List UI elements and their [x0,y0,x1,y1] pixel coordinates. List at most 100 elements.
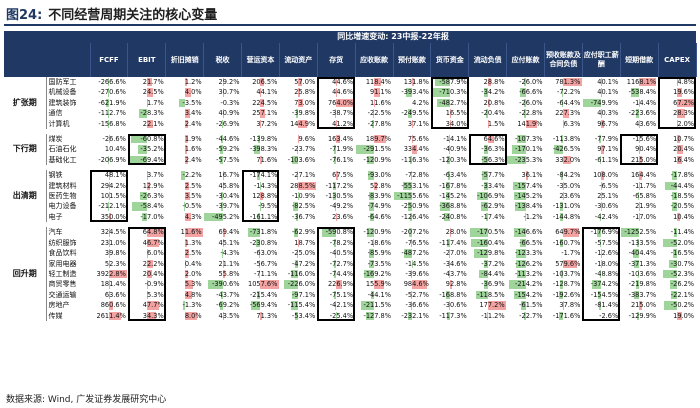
value-cell: 21.9% [620,201,658,211]
value-cell: 3.4% [166,108,204,118]
value-cell: 64.6% [469,134,507,144]
data-bar [184,238,187,248]
value-cell: 20.4% [128,269,166,279]
value-text: -129.9% [628,311,657,320]
industry-label: 机械设备 [46,87,90,98]
value-text: -1.2% [523,212,543,221]
data-bar [335,301,337,310]
data-bar [470,228,488,237]
data-bar [638,192,640,201]
value-cell: 324.5% [90,227,128,237]
data-bar [363,269,375,279]
value-text: 71.6% [256,155,278,164]
value-cell: -118.5% [469,290,507,300]
data-bar [333,181,337,191]
industry-label: 电力设备 [46,201,90,212]
value-cell: -120.3% [431,155,469,165]
value-text: -40.9% [443,145,467,154]
value-text: -82.5% [291,202,316,211]
data-bar [662,269,678,279]
data-bar [561,88,564,97]
value-text: -26.2% [670,280,695,289]
value-cell: -30.7% [658,259,696,269]
value-text: -120.9% [363,228,391,237]
value-text: 19.0% [673,311,695,320]
value-cell: 2.4% [166,155,204,165]
value-text: -113.8% [552,135,581,144]
value-cell: -374.2% [582,279,620,289]
value-cell: -53.4% [279,311,317,321]
value-cell: 45.1% [204,238,242,248]
value-cell: -1.3% [166,300,204,310]
value-cell: -553.1% [393,181,431,191]
value-cell: -71.1% [242,269,280,279]
value-cell: 96.7% [582,119,620,129]
data-bar [474,249,488,258]
value-cell: 231.0% [90,238,128,248]
value-text: -206.9% [98,155,126,164]
value-text: -97.1% [291,290,316,299]
value-cell: -117.3% [431,311,469,321]
value-cell: -33.4% [469,181,507,191]
value-cell: -40.5% [317,248,355,258]
value-cell: -22.5% [355,108,393,118]
value-cell: -16.5% [658,248,696,258]
value-text: -371.3% [628,259,657,268]
industry-label: 电子 [46,211,90,223]
value-text: -133.5% [628,238,657,247]
data-bar [479,269,488,279]
data-bar [633,249,640,258]
value-text: 47.7% [142,301,164,310]
value-text: 1.3% [184,238,202,247]
value-cell: 118.4% [355,77,393,87]
table-row: 回升期 汽车 324.5% 64.8% 11.6% 69.4% -731.8% -62.9% -… [4,227,696,321]
data-bar [563,192,564,201]
data-bar [563,259,577,268]
value-text: -393.4% [401,88,429,97]
value-text: -3.5% [182,98,202,107]
value-text: -12.6% [594,249,619,258]
value-cell: 4.3% [166,212,204,222]
data-bar [374,181,378,191]
value-text: 92.8% [445,280,467,289]
value-cell: -2.6% [582,311,620,321]
value-cell: -116.3% [393,155,431,165]
data-bar [411,301,412,310]
value-text: -57.5% [216,155,240,164]
data-bar [523,109,526,118]
value-text: 4.8% [677,78,695,86]
value-text: -26.0% [519,78,543,86]
value-text: -60.8% [140,135,164,144]
value-cell: 40.1% [582,87,620,97]
data-bar [559,238,564,248]
data-bar [298,119,308,129]
value-text: -81.4% [594,301,619,310]
data-bar [368,171,375,180]
data-bar [523,78,526,87]
data-bar [639,145,641,154]
data-bar [393,192,412,201]
data-bar [298,88,300,97]
data-bar [563,155,572,165]
data-bar [404,249,412,258]
value-text: 43.5% [218,311,240,320]
value-cell: -4.3% [204,248,242,258]
value-text: -170.1% [514,145,543,154]
data-bar [663,238,678,248]
value-cell: -39.8% [279,108,317,118]
group-gap [4,222,697,228]
value-cell: 18.7% [279,238,317,248]
value-cell: -64.4% [545,98,583,108]
industry-label: 汽车 [46,227,90,238]
value-text: 1057.6% [248,280,278,289]
data-bar [431,88,450,97]
value-cell: -97.1% [279,290,317,300]
data-bar [335,249,337,258]
data-bar [296,145,299,154]
table-banner-row: 同比增速变动: 23中报-22年报 [4,31,697,43]
value-cell: 69.4% [204,227,242,237]
value-text: -212.1% [98,202,126,211]
value-cell: 1.3% [166,238,204,248]
value-text: -74.4% [329,269,354,278]
value-text: 155.9% [365,280,391,289]
